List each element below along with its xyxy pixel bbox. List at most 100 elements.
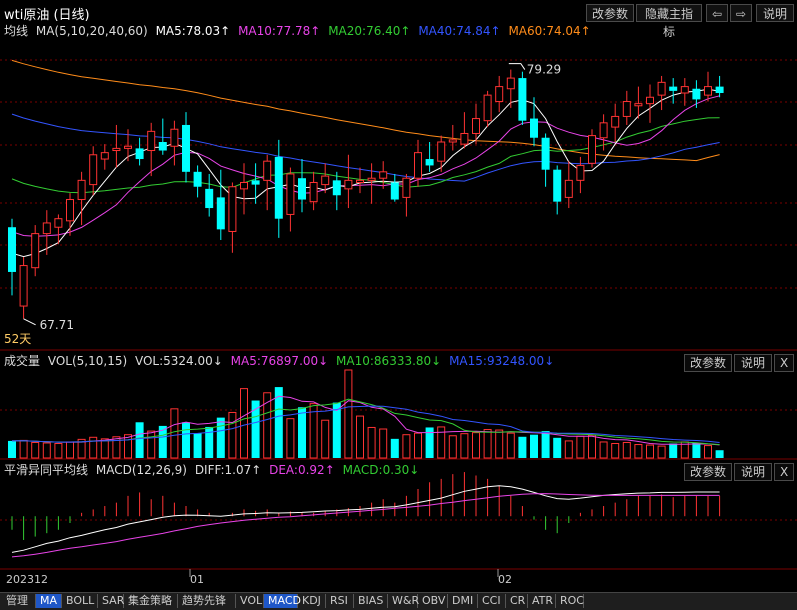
volume-bar-down bbox=[692, 442, 701, 458]
candle-body-down bbox=[182, 124, 190, 172]
arrow-right-icon[interactable]: ⇨ bbox=[730, 4, 752, 22]
volume-bar-up bbox=[657, 445, 666, 459]
volume-bar-up bbox=[77, 438, 86, 459]
volume-bar-up bbox=[704, 445, 712, 459]
volume-bar-up bbox=[66, 441, 74, 459]
volume-ma15-line bbox=[11, 405, 720, 443]
candle-body-down bbox=[541, 137, 550, 170]
volume-bar-up bbox=[19, 439, 28, 459]
volume-bar-down bbox=[251, 400, 260, 458]
volume-bar-up bbox=[414, 432, 422, 459]
indicator-tab-11[interactable]: W&R bbox=[388, 594, 419, 608]
candle-body-up bbox=[89, 154, 98, 186]
vol-edit-params-button[interactable]: 改参数 bbox=[684, 354, 732, 372]
volume-bar-up bbox=[54, 443, 63, 459]
indicator-tab-8[interactable]: KDJ bbox=[298, 594, 326, 608]
candle-body-up bbox=[42, 222, 51, 235]
candle-body-up bbox=[483, 94, 492, 122]
candle-body-up bbox=[66, 199, 74, 222]
candle-body-up bbox=[646, 96, 654, 105]
volume-bar-up bbox=[472, 432, 480, 459]
volume-bar-down bbox=[158, 425, 167, 458]
candle-body-down bbox=[216, 197, 225, 230]
indicator-tab-5[interactable]: 趋势先锋 bbox=[178, 594, 236, 608]
x-axis-label-02: 02 bbox=[498, 573, 512, 586]
candle-body-down bbox=[298, 178, 306, 200]
volume-bar-down bbox=[274, 387, 283, 458]
indicator-tab-1[interactable]: MA bbox=[36, 594, 62, 608]
candle-body-up bbox=[77, 179, 86, 201]
volume-bar-up bbox=[634, 444, 643, 459]
hide-main-indicator-button[interactable]: 隐藏主指标 bbox=[636, 4, 702, 39]
vol-ma15-value: MA15:93248.00↓ bbox=[449, 354, 555, 368]
candle-body-up bbox=[263, 160, 272, 181]
candle-body-down bbox=[135, 148, 144, 160]
candle-body-up bbox=[599, 122, 608, 139]
indicator-tab-6[interactable]: VOL bbox=[236, 594, 264, 608]
volume-bar-up bbox=[89, 436, 98, 459]
candle-body-down bbox=[518, 78, 527, 121]
chart-title: wti原油 (日线) bbox=[4, 8, 90, 23]
macd-close-icon[interactable]: X bbox=[774, 463, 794, 481]
macd-edit-params-button[interactable]: 改参数 bbox=[684, 463, 732, 481]
candle-body-down bbox=[425, 159, 434, 166]
indicator-tab-3[interactable]: SAR bbox=[98, 594, 124, 608]
candle-body-up bbox=[704, 86, 712, 96]
macd-dea-line bbox=[11, 493, 720, 558]
macd-legend: 平滑异同平均线 MACD(12,26,9) DIFF:1.07↑ DEA:0.9… bbox=[4, 461, 423, 479]
candle-body-down bbox=[158, 142, 167, 151]
edit-params-button[interactable]: 改参数 bbox=[586, 4, 634, 22]
volume-bar-up bbox=[286, 418, 295, 459]
candle-body-up bbox=[448, 139, 457, 143]
volume-bar-up bbox=[402, 434, 411, 459]
indicator-tab-10[interactable]: BIAS bbox=[354, 594, 388, 608]
indicator-tab-13[interactable]: DMI bbox=[448, 594, 478, 608]
indicator-tab-14[interactable]: CCI bbox=[478, 594, 506, 608]
volume-bar-up bbox=[344, 369, 353, 459]
volume-bar-up bbox=[240, 388, 248, 459]
candle-body-up bbox=[576, 164, 585, 181]
indicator-tab-12[interactable]: OBV bbox=[418, 594, 448, 608]
indicator-tab-4[interactable]: 集金策略 bbox=[124, 594, 178, 608]
indicator-tab-7[interactable]: MACD bbox=[264, 594, 301, 608]
candle-body-down bbox=[274, 156, 283, 219]
candle-body-up bbox=[112, 147, 121, 152]
help-button[interactable]: 说明 bbox=[756, 4, 794, 22]
low-marker-line bbox=[23, 318, 36, 326]
volume-bar-up bbox=[170, 408, 179, 459]
volume-bar-up bbox=[460, 433, 469, 459]
volume-bar-up bbox=[611, 443, 620, 459]
volume-bar-down bbox=[553, 437, 562, 458]
vol-close-icon[interactable]: X bbox=[774, 354, 794, 372]
volume-bar-up bbox=[124, 434, 132, 459]
indicator-tab-0[interactable]: 管理 bbox=[2, 594, 36, 608]
indicator-tab-16[interactable]: ATR bbox=[528, 594, 556, 608]
volume-bar-up bbox=[622, 441, 631, 459]
indicator-tab-9[interactable]: RSI bbox=[326, 594, 354, 608]
candle-body-up bbox=[124, 145, 132, 149]
candle-body-up bbox=[564, 179, 573, 198]
candle-body-up bbox=[379, 171, 388, 179]
volume-bar-down bbox=[518, 436, 527, 458]
arrow-left-icon[interactable]: ⇦ bbox=[706, 4, 728, 22]
volume-bar-down bbox=[182, 422, 190, 458]
volume-bar-up bbox=[588, 434, 596, 459]
indicator-tab-15[interactable]: CR bbox=[506, 594, 528, 608]
candle-body-up bbox=[344, 179, 353, 190]
macd-help-button[interactable]: 说明 bbox=[734, 463, 772, 481]
volume-bar-up bbox=[147, 430, 156, 459]
volume-bar-up bbox=[437, 426, 446, 459]
volume-bar-up bbox=[495, 429, 504, 459]
low-price-label: 67.71 bbox=[40, 318, 74, 332]
high-marker-line bbox=[508, 63, 526, 70]
indicator-tab-17[interactable]: ROC bbox=[556, 594, 584, 608]
vol-help-button[interactable]: 说明 bbox=[734, 354, 772, 372]
candle-body-up bbox=[367, 177, 376, 181]
indicator-tab-2[interactable]: BOLL bbox=[62, 594, 98, 608]
candle-body-down bbox=[332, 180, 341, 196]
ma60-line bbox=[11, 59, 720, 162]
candle-body-up bbox=[588, 135, 596, 164]
volume-bar-up bbox=[356, 415, 364, 459]
volume-bar-down bbox=[216, 417, 225, 458]
